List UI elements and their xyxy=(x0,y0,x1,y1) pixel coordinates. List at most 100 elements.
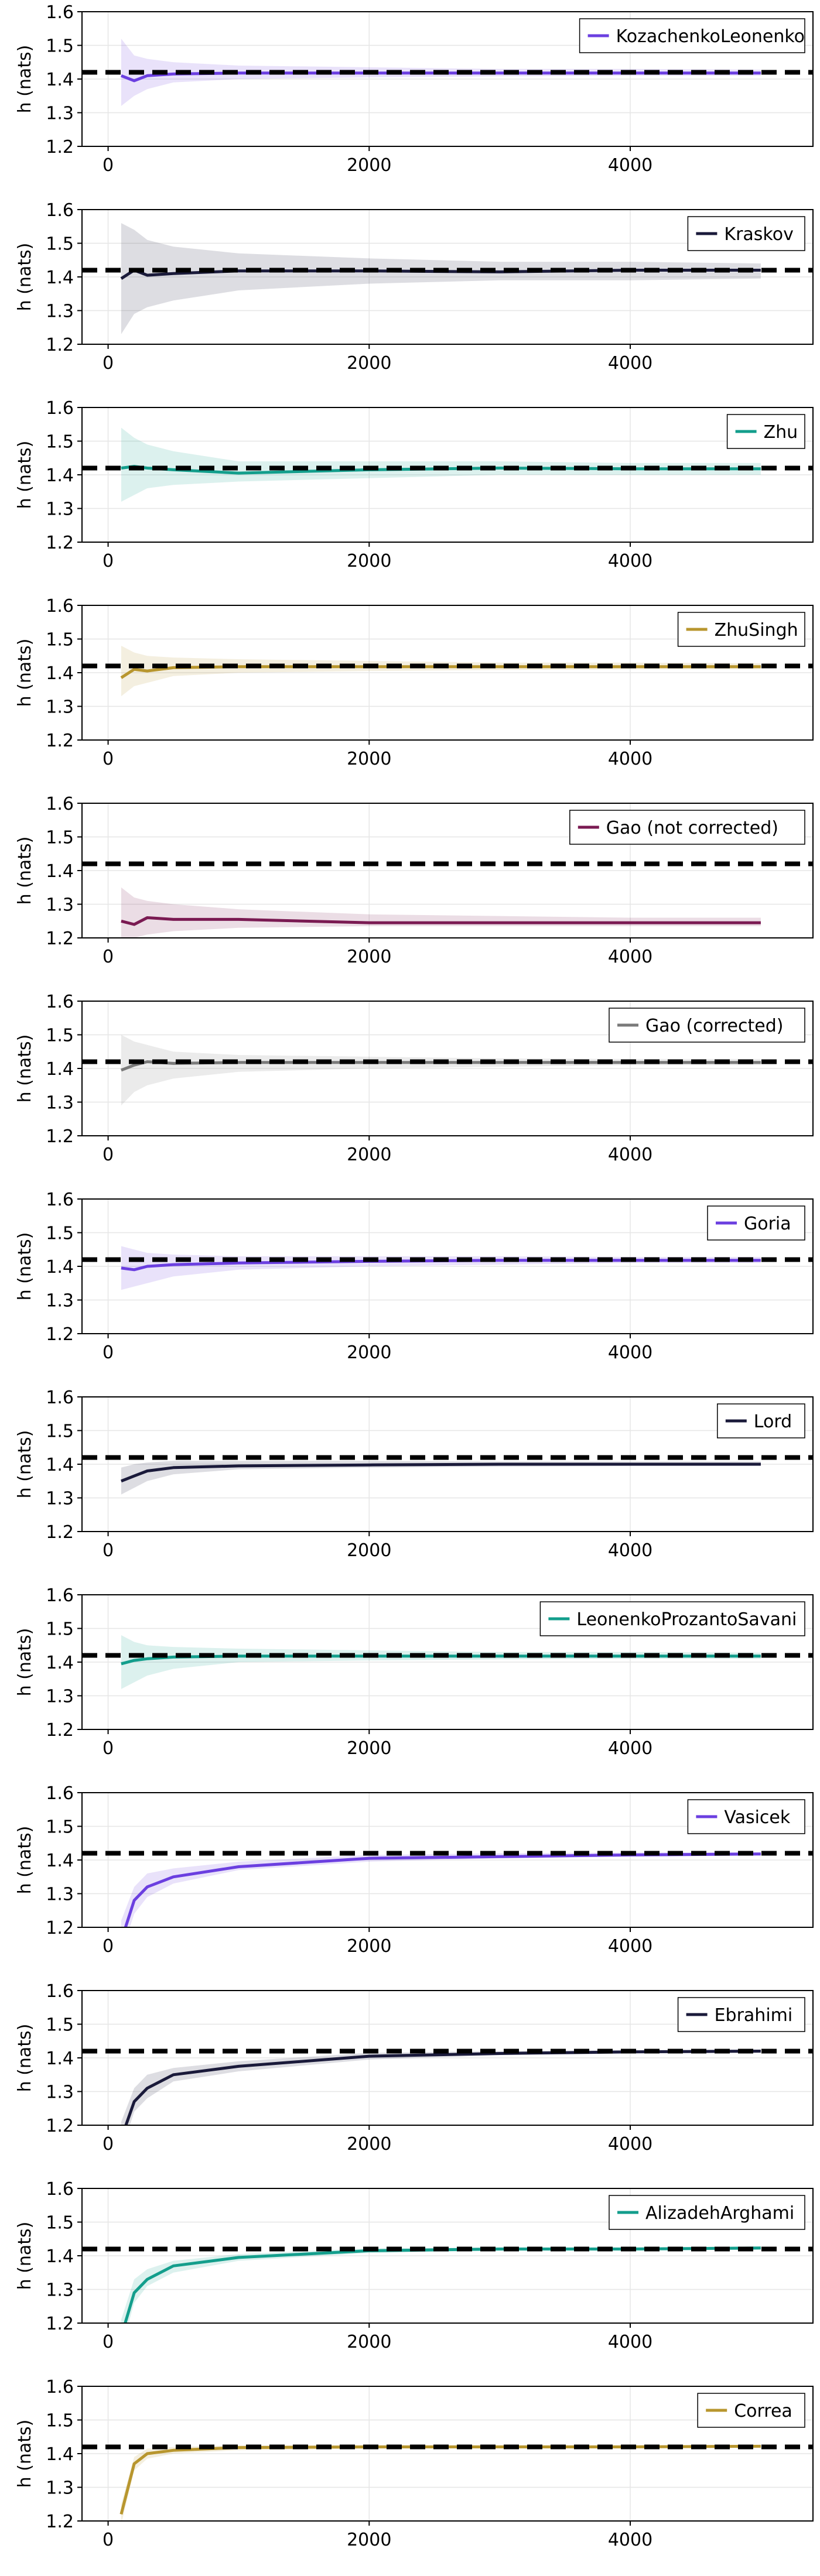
x-tick-label: 0 xyxy=(102,155,114,176)
confidence-band xyxy=(121,1852,761,1927)
series-line xyxy=(119,2444,761,2515)
x-tick-label: 4000 xyxy=(608,353,652,374)
legend: Ebrahimi xyxy=(677,1997,805,2032)
x-tick-label: 2000 xyxy=(347,1145,391,1165)
legend-label: Zhu xyxy=(764,422,798,443)
legend: Vasicek xyxy=(687,1799,805,1834)
panel-3: 1.2 1.3 1.4 1.5 1.6 0 2000 4000 h (nats) ZhuSingh xyxy=(15,596,814,769)
y-tick-label: 1.4 xyxy=(46,2444,74,2465)
y-axis-label: h (nats) xyxy=(15,639,35,707)
legend: Gao (not corrected) xyxy=(569,810,805,845)
y-tick-label: 1.5 xyxy=(46,828,74,848)
x-tick-label: 0 xyxy=(102,2530,114,2550)
panel-0: 1.2 1.3 1.4 1.5 1.6 0 2000 4000 h (nats) Kozachen… xyxy=(15,2,814,176)
y-tick-label: 1.3 xyxy=(46,697,74,718)
y-tick-label: 1.2 xyxy=(46,533,74,553)
y-tick-label: 1.4 xyxy=(46,268,74,288)
y-tick-label: 1.6 xyxy=(46,1981,74,2002)
y-axis-label: h (nats) xyxy=(15,243,35,311)
x-tick-label: 0 xyxy=(102,1145,114,1165)
y-tick-label: 1.2 xyxy=(46,1324,74,1345)
y-tick-label: 1.6 xyxy=(46,1585,74,1606)
panel-1: 1.2 1.3 1.4 1.5 1.6 0 2000 4000 h (nats) Kraskov xyxy=(15,200,814,374)
y-axis-label: h (nats) xyxy=(15,2024,35,2092)
y-tick-label: 1.5 xyxy=(46,1817,74,1838)
panel-11: 1.2 1.3 1.4 1.5 1.6 0 2000 4000 h (nats) Alizadeh… xyxy=(15,2179,814,2352)
series-line xyxy=(120,1462,761,1483)
y-tick-label: 1.2 xyxy=(46,731,74,751)
legend: Kraskov xyxy=(687,216,805,251)
x-tick-label: 0 xyxy=(102,2332,114,2352)
panel-7: 1.2 1.3 1.4 1.5 1.6 0 2000 4000 h (nats) Lord xyxy=(15,1388,814,1561)
confidence-band xyxy=(121,1246,761,1290)
y-tick-label: 1.6 xyxy=(46,1190,74,1210)
y-tick-label: 1.6 xyxy=(46,1388,74,1408)
legend-label: Kraskov xyxy=(724,224,793,245)
y-tick-label: 1.3 xyxy=(46,2280,74,2301)
y-tick-label: 1.2 xyxy=(46,2512,74,2532)
panel-12: 1.2 1.3 1.4 1.5 1.6 0 2000 4000 h (nats) Correa xyxy=(15,2377,814,2550)
y-tick-label: 1.4 xyxy=(46,1653,74,1673)
confidence-band xyxy=(121,2246,761,2323)
confidence-band xyxy=(121,646,761,697)
y-tick-label: 1.5 xyxy=(46,1619,74,1640)
y-tick-label: 1.6 xyxy=(46,1783,74,1804)
legend: Zhu xyxy=(726,414,805,449)
y-tick-label: 1.2 xyxy=(46,2116,74,2136)
y-tick-label: 1.5 xyxy=(46,2015,74,2036)
y-tick-label: 1.5 xyxy=(46,234,74,255)
y-tick-label: 1.4 xyxy=(46,70,74,90)
legend: Gao (corrected) xyxy=(609,1008,805,1043)
panel-10: 1.2 1.3 1.4 1.5 1.6 0 2000 4000 h (nats) Ebrahimi xyxy=(15,1981,814,2154)
y-tick-label: 1.5 xyxy=(46,2213,74,2234)
y-tick-label: 1.5 xyxy=(46,1421,74,1442)
y-axis-label: h (nats) xyxy=(15,441,35,509)
legend: ZhuSingh xyxy=(677,612,805,647)
x-tick-label: 0 xyxy=(102,1342,114,1363)
x-tick-label: 2000 xyxy=(347,155,391,176)
x-tick-label: 2000 xyxy=(347,947,391,967)
legend: LeonenkoProzantoSavani xyxy=(539,1601,805,1636)
x-tick-label: 0 xyxy=(102,749,114,769)
y-tick-label: 1.5 xyxy=(46,630,74,650)
y-tick-label: 1.3 xyxy=(46,1291,74,1311)
confidence-band xyxy=(121,2445,761,2521)
confidence-band xyxy=(121,2049,761,2125)
y-tick-label: 1.6 xyxy=(46,596,74,616)
legend-label: LeonenkoProzantoSavani xyxy=(576,1609,797,1630)
y-tick-label: 1.5 xyxy=(46,1026,74,1046)
y-tick-label: 1.3 xyxy=(46,302,74,322)
y-tick-label: 1.6 xyxy=(46,200,74,221)
x-tick-label: 2000 xyxy=(347,353,391,374)
x-tick-label: 2000 xyxy=(347,2134,391,2154)
x-tick-label: 2000 xyxy=(347,551,391,571)
confidence-band xyxy=(121,1034,761,1106)
x-tick-label: 2000 xyxy=(347,1936,391,1957)
legend-label: Gao (not corrected) xyxy=(606,818,778,838)
x-tick-label: 0 xyxy=(102,2134,114,2154)
legend-box xyxy=(609,2195,805,2230)
y-tick-label: 1.3 xyxy=(46,1093,74,1114)
y-tick-label: 1.4 xyxy=(46,2246,74,2267)
y-tick-label: 1.3 xyxy=(46,2478,74,2499)
panel-9: 1.2 1.3 1.4 1.5 1.6 0 2000 4000 h (nats) Vasicek xyxy=(15,1783,814,1957)
legend: AlizadehArghami xyxy=(609,2195,805,2230)
legend-box xyxy=(569,810,805,845)
legend-label: Ebrahimi xyxy=(715,2005,793,2026)
legend-label: Gao (corrected) xyxy=(645,1016,783,1036)
y-tick-label: 1.2 xyxy=(46,1720,74,1741)
y-axis-label: h (nats) xyxy=(15,2222,35,2290)
y-axis-label: h (nats) xyxy=(15,1628,35,1697)
y-tick-label: 1.2 xyxy=(46,929,74,949)
legend-label: AlizadehArghami xyxy=(645,2203,794,2224)
y-axis-label: h (nats) xyxy=(15,45,35,114)
y-tick-label: 1.6 xyxy=(46,2,74,23)
series-line xyxy=(121,916,761,926)
x-tick-label: 2000 xyxy=(347,2530,391,2550)
y-tick-label: 1.2 xyxy=(46,2314,74,2334)
y-axis-label: h (nats) xyxy=(15,1430,35,1499)
x-tick-label: 2000 xyxy=(347,1342,391,1363)
legend-label: Goria xyxy=(744,1214,791,1234)
y-tick-label: 1.2 xyxy=(46,1918,74,1938)
